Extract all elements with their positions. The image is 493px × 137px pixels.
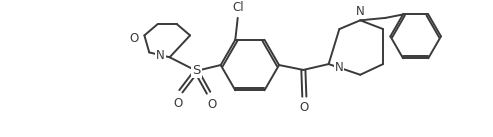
Text: Cl: Cl xyxy=(232,1,244,14)
Text: N: N xyxy=(334,62,343,75)
Text: S: S xyxy=(192,64,201,77)
Text: N: N xyxy=(156,49,165,62)
Text: N: N xyxy=(356,5,365,18)
Text: O: O xyxy=(208,98,217,111)
Text: O: O xyxy=(129,32,139,45)
Text: O: O xyxy=(174,97,183,110)
Text: O: O xyxy=(300,101,309,114)
